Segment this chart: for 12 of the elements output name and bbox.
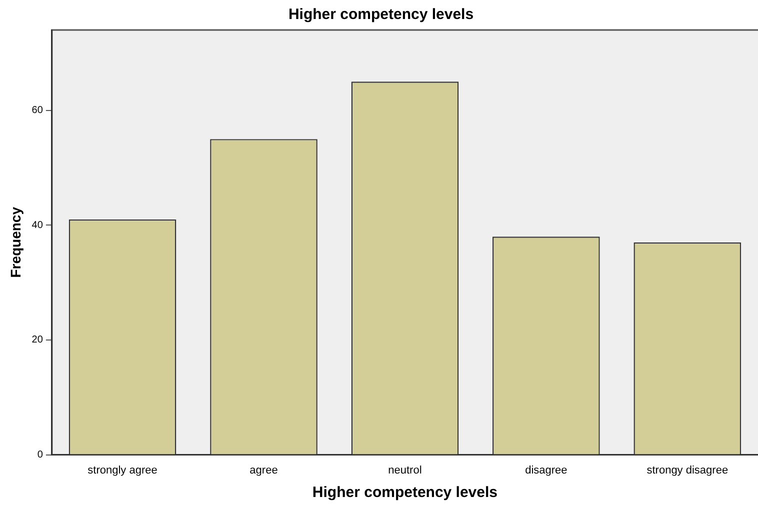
x-tick-label: disagree [525,464,568,476]
y-tick-label: 40 [32,220,44,231]
x-tick-label: neutrol [388,464,422,476]
x-tick-label: agree [250,464,278,476]
chart-title: Higher competency levels [288,6,474,24]
x-tick-label: strongly agree [88,464,158,476]
y-tick-label: 60 [32,105,44,116]
y-tick-label: 20 [32,334,44,346]
x-tick-label: strongy disagree [646,464,728,476]
y-axis-title: Frequency [7,206,24,278]
y-tick-label: 0 [37,450,44,461]
x-axis-title: Higher competency levels [312,484,498,502]
